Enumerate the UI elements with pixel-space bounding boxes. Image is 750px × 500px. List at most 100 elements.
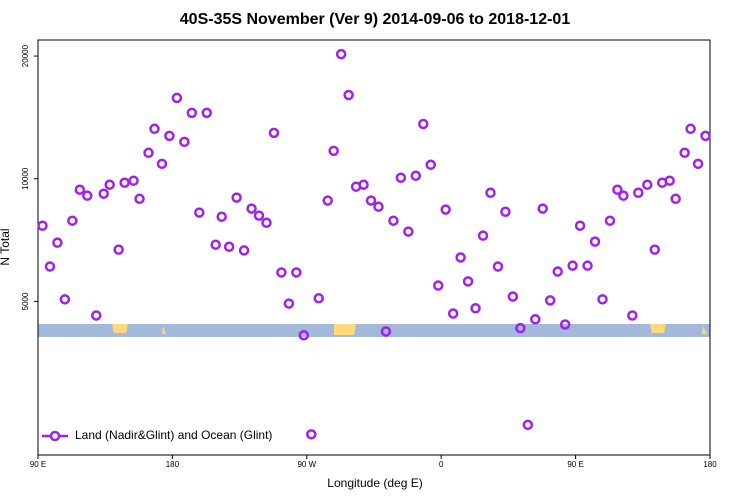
map-strip <box>38 324 710 337</box>
point <box>664 175 675 186</box>
point <box>268 127 280 139</box>
point <box>67 215 78 226</box>
point <box>447 308 459 319</box>
land <box>702 326 707 334</box>
point <box>210 239 221 250</box>
x-tick-label: 180 <box>166 460 180 469</box>
point <box>425 159 436 171</box>
point <box>418 118 429 130</box>
point <box>589 236 601 247</box>
point <box>432 280 444 291</box>
point <box>692 158 704 170</box>
legend-marker <box>49 430 61 442</box>
x-axis-label: Longitude (deg E) <box>327 476 422 490</box>
point <box>253 210 265 221</box>
point <box>627 310 638 321</box>
point <box>98 188 109 199</box>
point <box>143 147 154 159</box>
point <box>119 177 130 188</box>
point <box>670 193 681 205</box>
x-tick-label: 180 <box>703 460 717 469</box>
point <box>216 211 227 222</box>
point <box>156 158 168 170</box>
point <box>440 204 451 215</box>
point <box>134 193 145 205</box>
point <box>276 267 287 278</box>
point <box>90 310 102 321</box>
point <box>507 291 519 302</box>
point <box>582 260 593 271</box>
point <box>470 303 481 314</box>
point <box>328 145 339 157</box>
x-tick-label: 90 E <box>30 460 46 469</box>
point <box>492 261 504 272</box>
y-axis-label: N Total <box>0 228 12 265</box>
point <box>201 107 212 119</box>
point <box>194 207 205 218</box>
legend-label: Land (Nadir&Glint) and Ocean (Glint) <box>75 428 272 442</box>
point <box>679 147 690 159</box>
point <box>44 261 56 272</box>
point <box>373 201 384 212</box>
point <box>113 244 124 255</box>
point <box>246 203 257 214</box>
point <box>186 107 198 119</box>
point <box>403 226 414 237</box>
point <box>567 260 578 271</box>
point <box>700 130 711 142</box>
y-tick-label: 10000 <box>21 167 30 190</box>
point <box>604 215 616 226</box>
point <box>306 429 317 440</box>
point <box>633 187 644 198</box>
point <box>313 293 324 304</box>
point <box>574 220 586 231</box>
land <box>650 324 666 333</box>
point <box>59 294 71 305</box>
x-tick-label: 0 <box>439 460 444 469</box>
point <box>462 276 474 287</box>
point <box>104 179 115 190</box>
point <box>365 195 377 206</box>
point <box>380 326 392 337</box>
point <box>642 179 653 190</box>
point <box>322 195 333 206</box>
point <box>530 314 541 325</box>
point <box>298 330 310 341</box>
point <box>597 294 608 305</box>
plot-frame <box>37 39 711 456</box>
point <box>500 206 511 217</box>
point <box>52 237 63 248</box>
point <box>618 190 629 201</box>
point <box>388 215 399 226</box>
point <box>149 123 160 135</box>
point <box>164 130 175 142</box>
point <box>128 175 139 186</box>
land <box>334 324 356 335</box>
land <box>112 324 128 333</box>
point <box>82 190 93 201</box>
point <box>685 123 696 135</box>
x-tick-label: 90 E <box>567 460 583 469</box>
point <box>343 89 354 101</box>
y-tick-label: 5000 <box>21 292 30 310</box>
point <box>171 92 183 104</box>
point <box>515 322 526 334</box>
ocean-band <box>38 324 710 337</box>
point <box>552 266 563 277</box>
point <box>37 220 48 231</box>
point <box>612 184 623 195</box>
point <box>231 192 242 203</box>
point <box>477 230 489 241</box>
land <box>162 326 166 334</box>
point <box>485 187 496 198</box>
chart-title: 40S-35S November (Ver 9) 2014-09-06 to 2… <box>180 11 571 28</box>
point <box>223 241 235 253</box>
point <box>537 203 548 214</box>
y-tick-label: 20000 <box>21 44 30 67</box>
point <box>74 184 86 195</box>
point <box>455 252 466 263</box>
point <box>261 217 272 228</box>
point <box>291 267 302 278</box>
